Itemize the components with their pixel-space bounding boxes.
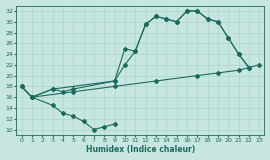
X-axis label: Humidex (Indice chaleur): Humidex (Indice chaleur) (86, 145, 195, 154)
